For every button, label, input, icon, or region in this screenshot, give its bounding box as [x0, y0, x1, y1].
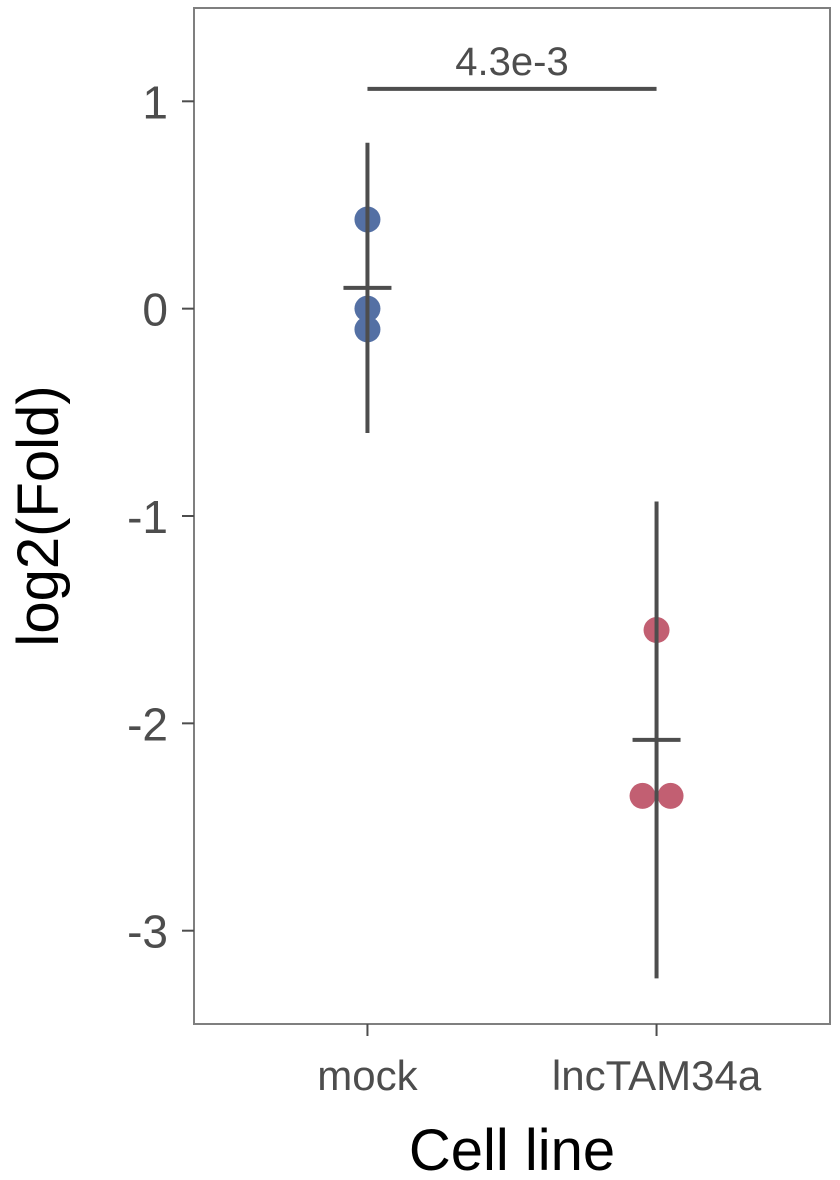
x-axis: mock lncTAM34a	[317, 1024, 762, 1099]
y-axis-title: log2(Fold)	[6, 385, 71, 646]
plot-panel	[193, 7, 831, 1025]
error-bars	[343, 142, 681, 979]
data-point	[629, 782, 656, 809]
y-tick-label: 1	[142, 76, 168, 128]
y-tick-label: -1	[127, 491, 168, 543]
x-tick-label: lncTAM34a	[552, 1052, 762, 1099]
data-point	[657, 782, 684, 809]
y-tick-label: -3	[127, 906, 168, 958]
y-axis: 1 0 -1 -2 -3	[127, 76, 194, 958]
x-tick-label: mock	[317, 1052, 418, 1099]
x-axis-title: Cell line	[409, 1118, 615, 1180]
y-tick-label: 0	[142, 284, 168, 336]
y-tick-label: -2	[127, 698, 168, 750]
significance-label: 4.3e-3	[455, 40, 568, 84]
significance-bracket: 4.3e-3	[367, 40, 657, 91]
data-points	[354, 206, 684, 809]
